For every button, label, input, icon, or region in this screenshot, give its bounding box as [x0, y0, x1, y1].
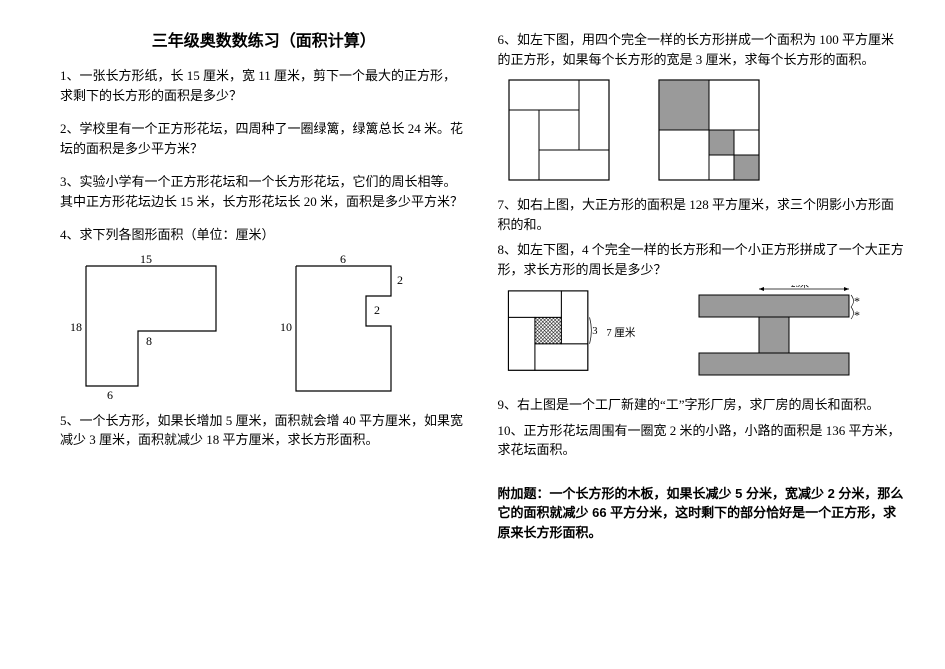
fig1-label-b: 18 — [70, 320, 82, 334]
question-10: 10、正方形花坛周围有一圈宽 2 米的小路，小路的面积是 136 平方米，求花坛… — [498, 421, 906, 460]
question-4: 4、求下列各图形面积（单位：厘米） — [60, 225, 468, 245]
bonus-question: 附加题：一个长方形的木板，如果长减少 5 分米，宽减少 2 分米，那么它的面积就… — [498, 484, 906, 543]
fig2-label-b: 2 — [397, 273, 403, 287]
question-7: 7、如右上图，大正方形的面积是 128 平方厘米，求三个阴影小方形面积的和。 — [498, 195, 906, 234]
fig1-label-c: 8 — [146, 334, 152, 348]
question-2: 2、学校里有一个正方形花坛，四周种了一圈绿篱，绿篱总长 24 米。花坛的面积是多… — [60, 119, 468, 158]
fig2-label-a: 6 — [340, 252, 346, 266]
fig1-label-d: 6 — [107, 388, 113, 401]
question-6: 6、如左下图，用四个完全一样的长方形拼成一个面积为 100 平方厘米的正方形，如… — [498, 30, 906, 69]
question-8: 8、如左下图，4 个完全一样的长方形和一个小正方形拼成了一个大正方形，求长方形的… — [498, 240, 906, 279]
fig9-label-b: * — [854, 294, 860, 308]
figure-c-shape: 6 2 2 10 — [276, 251, 416, 401]
fig2-label-c: 2 — [374, 303, 380, 317]
fig9-label-a: 25米 — [790, 285, 808, 289]
right-column: 6、如左下图，用四个完全一样的长方形拼成一个面积为 100 平方厘米的正方形，如… — [498, 30, 906, 542]
figure-row-q8-9: 3 7 厘米 25米 * * — [504, 285, 906, 385]
question-5: 5、一个长方形，如果长增加 5 厘米，面积就会增 40 平方厘米，如果宽减少 3… — [60, 411, 468, 450]
question-9: 9、右上图是一个工厂新建的“工”字形厂房，求厂房的周长和面积。 — [498, 395, 906, 415]
figure-shaded-squares — [654, 75, 764, 185]
figure-row-q4: 15 18 8 6 6 2 2 10 — [66, 251, 468, 401]
figure-four-rects — [504, 75, 614, 185]
fig2-label-d: 10 — [280, 320, 292, 334]
figure-i-shape: 25米 * * — [694, 285, 864, 385]
figure-rects-square: 3 7 厘米 — [504, 285, 654, 385]
figure-l-shape: 15 18 8 6 — [66, 251, 236, 401]
fig8-label-a: 3 — [592, 326, 597, 337]
left-column: 三年级奥数数练习（面积计算） 1、一张长方形纸，长 15 厘米，宽 11 厘米，… — [60, 30, 468, 542]
fig9-label-c: * — [854, 308, 860, 322]
fig1-label-a: 15 — [140, 252, 152, 266]
question-3: 3、实验小学有一个正方形花坛和一个长方形花坛，它们的周长相等。其中正方形花坛边长… — [60, 172, 468, 211]
page-title: 三年级奥数数练习（面积计算） — [60, 30, 468, 54]
figure-row-q6-7 — [504, 75, 906, 185]
question-1: 1、一张长方形纸，长 15 厘米，宽 11 厘米，剪下一个最大的正方形，求剩下的… — [60, 66, 468, 105]
fig8-label-b: 7 厘米 — [606, 326, 636, 339]
